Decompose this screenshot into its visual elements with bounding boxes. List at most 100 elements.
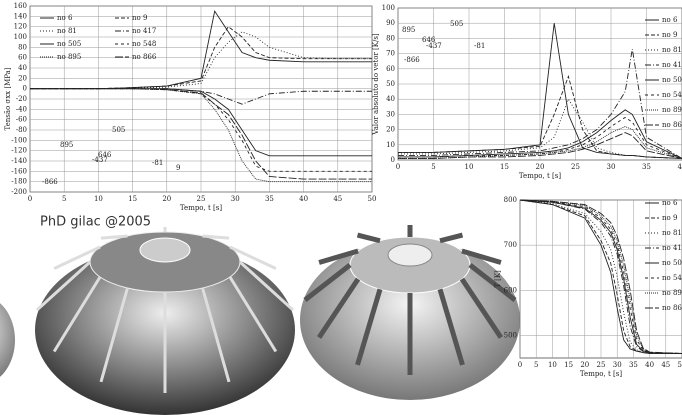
x-tick-label: 25	[197, 195, 206, 203]
line	[398, 98, 682, 159]
annotation: 505	[450, 20, 463, 28]
x-tick-label: 30	[231, 195, 240, 203]
y-tick-label: 100	[14, 33, 27, 41]
y-tick-label: 20	[386, 126, 395, 134]
annotation: 9	[176, 164, 180, 172]
annotation: -81	[474, 42, 485, 50]
line	[30, 31, 372, 90]
annotation: -437	[426, 42, 442, 50]
x-axis-label: Tempo, t [s]	[180, 204, 222, 212]
blade	[461, 248, 502, 265]
blade	[229, 245, 277, 270]
y-tick-label: -160	[11, 167, 27, 175]
blade	[100, 234, 128, 240]
annotation: -866	[42, 178, 58, 186]
y-tick-label: -200	[11, 188, 27, 196]
blade	[303, 263, 352, 302]
blade	[238, 260, 295, 312]
x-tick-label: 50	[368, 195, 377, 203]
legend-label: no 417	[132, 27, 156, 35]
x-tick-label: 10	[465, 163, 474, 171]
legend-label: no 81	[662, 46, 682, 54]
blade	[52, 276, 102, 353]
legend-label: no 9	[662, 31, 677, 39]
line	[519, 199, 682, 354]
legend-label: no 895	[662, 106, 682, 114]
x-axis-label: Tempo, t [s]	[519, 172, 561, 180]
x-tick-label: 45	[661, 361, 670, 369]
x-tick-label: 40	[678, 163, 682, 171]
annotation: 895	[60, 141, 73, 149]
y-tick-label: 140	[14, 12, 27, 20]
blade	[99, 287, 129, 383]
x-tick-label: 40	[299, 195, 308, 203]
y-tick-label: 80	[18, 43, 27, 51]
blade	[202, 234, 230, 240]
blade	[355, 288, 383, 366]
y-tick-label: 800	[504, 196, 517, 204]
line	[398, 48, 682, 159]
annotation: 505	[112, 126, 125, 134]
annotation: 646	[422, 36, 436, 44]
line	[398, 74, 682, 159]
y-axis-label: T [K]	[494, 270, 502, 288]
renders	[0, 225, 520, 415]
render-partial	[0, 303, 15, 377]
x-tick-label: 15	[128, 195, 137, 203]
x-tick-label: 5	[431, 163, 435, 171]
blade	[439, 232, 464, 244]
blade	[53, 245, 101, 270]
legend-label: no 895	[57, 53, 81, 61]
x-tick-label: 0	[28, 195, 32, 203]
y-tick-label: 70	[386, 50, 395, 58]
x-tick-label: 0	[396, 163, 400, 171]
annotation: 646	[98, 151, 112, 159]
line	[398, 132, 682, 159]
x-tick-label: 50	[678, 361, 682, 369]
legend-label: no 417	[662, 244, 682, 252]
x-tick-label: 10	[548, 361, 557, 369]
line	[519, 199, 682, 354]
legend-label: no 6	[662, 16, 678, 24]
x-tick-label: 20	[580, 361, 589, 369]
legend-label: no 6	[662, 199, 678, 207]
x-axis-label: Tempo, t [s]	[580, 370, 622, 378]
y-tick-label: -120	[11, 147, 27, 155]
y-tick-label: 50	[386, 80, 395, 88]
y-tick-label: 500	[504, 331, 517, 339]
caption: PhD gilac @2005	[40, 215, 151, 230]
x-tick-label: 20	[536, 163, 545, 171]
y-tick-label: 60	[18, 54, 27, 62]
y-tick-label: 120	[14, 23, 27, 31]
legend-label: no 505	[662, 259, 682, 267]
y-tick-label: 60	[386, 65, 395, 73]
legend-label: no 866	[132, 53, 157, 61]
y-tick-label: -180	[11, 178, 27, 186]
blade	[201, 287, 231, 383]
legend-label: no 895	[662, 289, 682, 297]
y-tick-label: 600	[504, 286, 517, 294]
blade	[316, 277, 361, 339]
legend-label: no 548	[662, 274, 682, 282]
x-tick-label: 5	[62, 195, 66, 203]
x-tick-label: 15	[500, 163, 509, 171]
blade	[437, 288, 465, 366]
x-tick-label: 30	[613, 361, 622, 369]
y-tick-label: 20	[18, 74, 27, 82]
y-tick-label: 160	[14, 2, 27, 10]
x-tick-label: 35	[629, 361, 638, 369]
line	[30, 88, 372, 180]
y-tick-label: 30	[386, 110, 395, 118]
y-tick-label: 80	[386, 34, 395, 42]
y-tick-label: -40	[16, 105, 27, 113]
x-tick-label: 30	[607, 163, 616, 171]
blade	[468, 263, 517, 302]
legend-label: no 9	[662, 214, 677, 222]
x-tick-label: 35	[642, 163, 651, 171]
legend-label: no 548	[662, 91, 682, 99]
x-tick-label: 15	[564, 361, 573, 369]
line	[519, 199, 682, 354]
y-tick-label: -100	[11, 136, 27, 144]
x-tick-label: 5	[534, 361, 538, 369]
y-tick-label: 0	[391, 156, 395, 164]
